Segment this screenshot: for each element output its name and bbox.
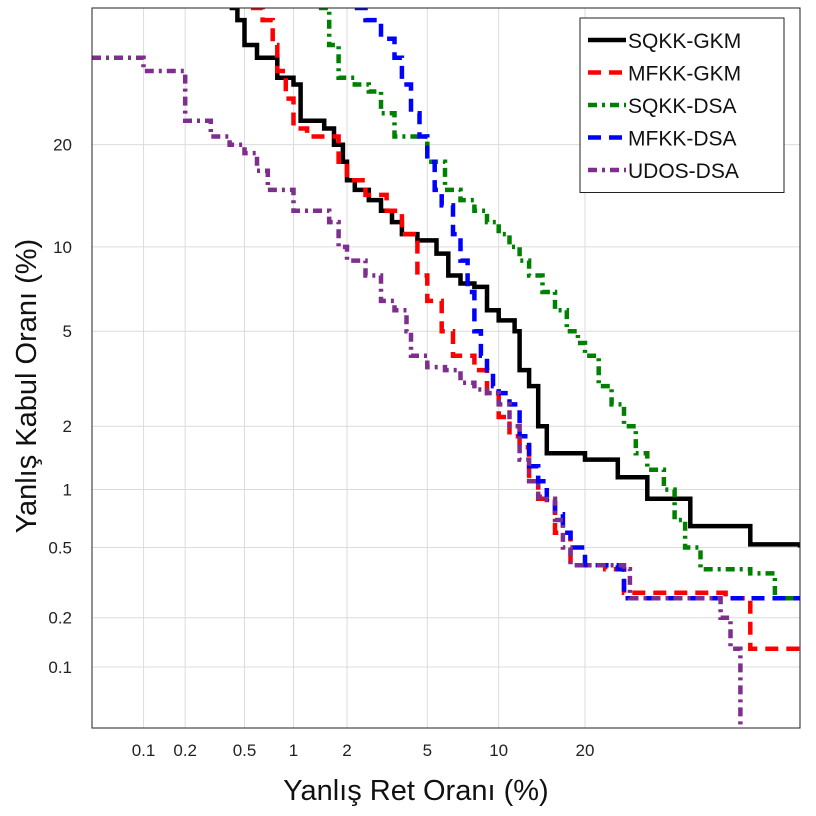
x-tick-label: 1 <box>289 741 298 760</box>
y-tick-label: 0.5 <box>48 539 72 558</box>
series-line-udos-dsa <box>92 55 743 728</box>
x-tick-label: 5 <box>423 741 432 760</box>
legend-label: UDOS-DSA <box>628 160 739 183</box>
x-tick-label: 0.1 <box>132 741 156 760</box>
legend-label: MFKK-GKM <box>628 63 741 86</box>
x-tick-label: 0.5 <box>233 741 257 760</box>
x-tick-label: 20 <box>576 741 595 760</box>
y-tick-label: 5 <box>63 322 72 341</box>
plot-frame <box>91 7 801 729</box>
tick-labels: 0.1 0.2 0.5 1 2 5 10 20 0.1 0.2 0.5 1 2 5 10 20 <box>48 136 594 760</box>
series-line-mfkk-dsa <box>354 8 800 601</box>
legend-label: MFKK-DSA <box>628 128 737 151</box>
x-tick-label: 0.2 <box>173 741 197 760</box>
legend-label: SQKK-DSA <box>628 95 737 118</box>
legend: SQKK-GKM MFKK-GKM SQKK-DSA MFKK-DSA UDOS-DSA <box>579 17 785 193</box>
y-axis-label: Yanlış Kabul Oranı (%) <box>11 239 43 533</box>
x-tick-label: 10 <box>489 741 508 760</box>
y-tick-label: 2 <box>63 417 72 436</box>
y-tick-label: 1 <box>63 481 72 500</box>
series-line-sqkk-gkm <box>229 8 800 548</box>
y-tick-label: 10 <box>53 238 72 257</box>
legend-label: SQKK-GKM <box>628 30 741 53</box>
x-tick-label: 2 <box>342 741 351 760</box>
series-line-sqkk-dsa <box>318 8 800 601</box>
y-tick-label: 0.1 <box>48 658 72 677</box>
x-axis-label: Yanlış Ret Oranı (%) <box>283 775 548 807</box>
y-tick-label: 20 <box>53 136 72 155</box>
series-layer <box>92 8 800 728</box>
y-tick-label: 0.2 <box>48 609 72 628</box>
